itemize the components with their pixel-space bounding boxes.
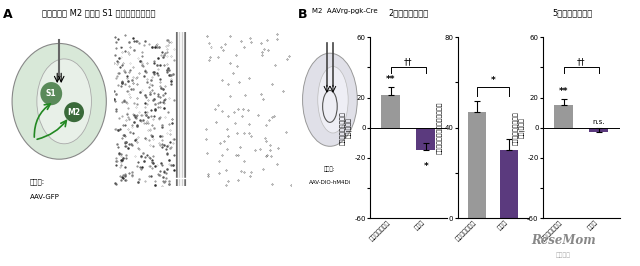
Text: 5日目の記憶成績: 5日目の記憶成績: [553, 8, 593, 17]
Ellipse shape: [64, 102, 84, 122]
Text: *: *: [490, 76, 495, 85]
Text: ††: ††: [404, 57, 413, 66]
Text: S1: S1: [46, 89, 56, 98]
Y-axis label: 抱巣床の偵り（％）
雌（|記憶）: 抱巣床の偵り（％） 雌（|記憶）: [513, 111, 525, 144]
Text: **: **: [386, 75, 396, 84]
Ellipse shape: [12, 44, 106, 159]
Text: AAV-GFP: AAV-GFP: [29, 194, 60, 200]
Bar: [554, 105, 573, 128]
Text: S1: S1: [209, 43, 218, 49]
Text: n.s.: n.s.: [592, 119, 605, 125]
Text: M2: M2: [118, 43, 129, 49]
Text: AAV-DIO-hM4Di: AAV-DIO-hM4Di: [308, 180, 351, 185]
Text: ReseMom: ReseMom: [531, 234, 595, 247]
Bar: [381, 94, 401, 128]
Text: A: A: [3, 8, 13, 21]
Text: ††: ††: [577, 57, 586, 66]
Y-axis label: カップへの合計探索時間（秒）: カップへの合計探索時間（秒）: [438, 101, 443, 154]
Text: B: B: [298, 8, 307, 21]
Ellipse shape: [37, 59, 92, 144]
Text: M2: M2: [68, 108, 81, 117]
Ellipse shape: [318, 66, 348, 133]
Bar: [589, 128, 608, 132]
Text: M2  AAVrg-pgk-Cre: M2 AAVrg-pgk-Cre: [312, 8, 378, 14]
Text: **: **: [559, 87, 568, 96]
Text: 筄楔体:: 筄楔体:: [29, 178, 45, 185]
Ellipse shape: [303, 53, 357, 146]
Bar: [468, 112, 486, 218]
Text: 筄楔体から M2 または S1 への入力の可視化: 筄楔体から M2 または S1 への入力の可視化: [42, 8, 156, 17]
Text: *: *: [424, 162, 428, 171]
Bar: [500, 150, 518, 218]
Bar: [416, 128, 435, 150]
Y-axis label: 抱巣床の偵り（％）
雌（|記憶）: 抱巣床の偵り（％） 雌（|記憶）: [340, 111, 353, 144]
Ellipse shape: [40, 82, 62, 105]
Text: 2日目の記憶成績: 2日目の記憶成績: [388, 8, 428, 17]
Text: リセマム: リセマム: [556, 252, 571, 258]
Text: 筄楔体:: 筄楔体:: [324, 166, 336, 172]
